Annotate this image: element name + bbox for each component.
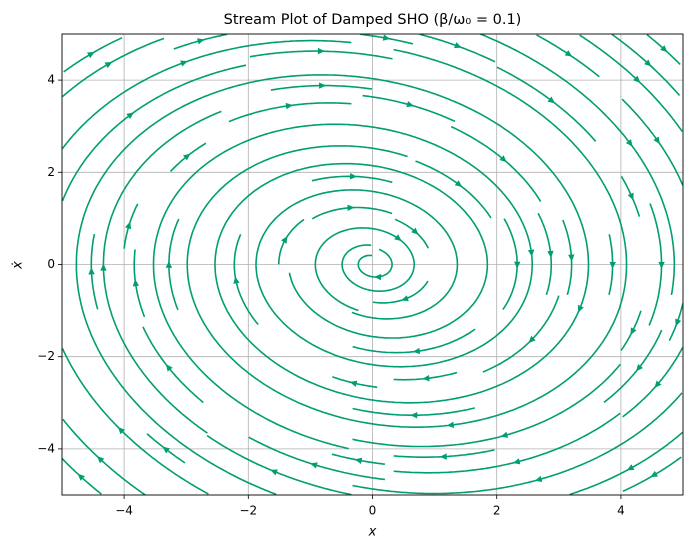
streamline-arrow xyxy=(454,180,463,188)
streamline-arrow xyxy=(454,42,462,49)
streamline-arrow xyxy=(644,59,652,67)
streamline-arrow xyxy=(285,102,293,110)
x-tick-label: 4 xyxy=(617,504,625,518)
streamline-arrow xyxy=(527,249,535,257)
streamline-arrow xyxy=(117,427,126,435)
chart-title: Stream Plot of Damped SHO (β/ω₀ = 0.1) xyxy=(224,12,522,28)
streamline-arrow xyxy=(500,431,509,438)
y-tick-label: −4 xyxy=(37,441,55,455)
streamline-arrow xyxy=(625,139,633,147)
streamline-arrow xyxy=(183,153,191,161)
streamline-arrow xyxy=(609,261,616,269)
streamline-arrow xyxy=(270,469,278,476)
x-tick-label: −4 xyxy=(115,504,133,518)
streamline-arrow xyxy=(636,363,644,372)
streamline-arrow xyxy=(534,475,543,483)
streamline-arrow xyxy=(568,254,575,262)
y-tick-label: 4 xyxy=(47,73,55,87)
streamline-arrow xyxy=(439,453,447,460)
streamline-arrow xyxy=(394,234,402,242)
streamline-arrow xyxy=(132,279,140,287)
streamline-arrow xyxy=(196,38,205,45)
x-axis-label: x xyxy=(368,525,377,540)
streamline-arrow xyxy=(512,458,521,465)
streamline-arrow xyxy=(125,221,132,230)
streamline-arrow xyxy=(281,236,288,244)
x-tick-label: 0 xyxy=(369,504,377,518)
streamline-arrow xyxy=(514,261,521,269)
streamline-arrow xyxy=(126,112,134,120)
streamline-arrow xyxy=(349,380,358,387)
streamline-arrow xyxy=(97,456,105,464)
streamline-arrow xyxy=(412,347,421,355)
streamline-arrow xyxy=(658,261,665,269)
streamline-arrow xyxy=(528,335,536,343)
streamline-arrow xyxy=(627,192,634,201)
streamline-arrow xyxy=(401,295,409,302)
streamline-arrow xyxy=(162,446,171,454)
x-tick-label: 2 xyxy=(493,504,501,518)
streamline-arrow xyxy=(406,100,414,108)
streamline-arrow xyxy=(180,60,188,67)
y-tick-label: 2 xyxy=(47,165,55,179)
streamline-arrow xyxy=(577,304,584,313)
y-tick-label: 0 xyxy=(47,257,55,271)
y-axis-label: ẋ xyxy=(11,261,26,270)
streamline-arrow xyxy=(626,464,635,471)
streamline-arrow xyxy=(77,473,85,481)
streamline-arrow xyxy=(633,75,641,83)
streamline-arrow xyxy=(233,276,240,284)
streamline-arrow xyxy=(547,250,554,258)
streamline-arrow xyxy=(100,263,107,271)
streamline-arrow xyxy=(354,457,363,464)
streamline-arrow xyxy=(317,47,325,55)
streamline-arrow xyxy=(165,364,173,372)
y-tick-label: −2 xyxy=(37,349,55,363)
streamline-arrow xyxy=(347,204,355,212)
streamline-arrow xyxy=(564,50,573,57)
grid xyxy=(62,34,683,495)
streamline-arrow xyxy=(422,375,430,382)
streamline-arrow xyxy=(374,273,382,281)
streamline-arrow xyxy=(319,82,327,89)
streamline-arrow xyxy=(547,96,556,104)
x-tick-label: −2 xyxy=(239,504,257,518)
streamline-arrow xyxy=(499,155,507,163)
streamline-arrow xyxy=(86,51,95,59)
streamlines xyxy=(62,34,683,495)
streamline-arrow xyxy=(382,34,391,41)
streamline-arrow xyxy=(653,136,660,145)
streamline-arrow xyxy=(411,227,419,235)
streamline-arrow xyxy=(650,470,659,478)
streamline-arrow xyxy=(446,421,455,428)
streamline-arrow xyxy=(310,462,318,469)
streamline-arrow xyxy=(675,318,682,327)
streamline-arrow xyxy=(654,380,662,388)
streamline-arrow xyxy=(88,267,95,275)
streamline-arrow xyxy=(349,173,358,180)
streamline-arrow xyxy=(410,412,418,419)
ticks: −4 −2 0 2 4 −4 −2 0 2 4 xyxy=(37,73,624,518)
streamline-arrow xyxy=(165,260,173,268)
streamline-arrow xyxy=(630,327,637,336)
streamline-arrow xyxy=(660,45,668,53)
streamline-arrow xyxy=(104,61,113,69)
